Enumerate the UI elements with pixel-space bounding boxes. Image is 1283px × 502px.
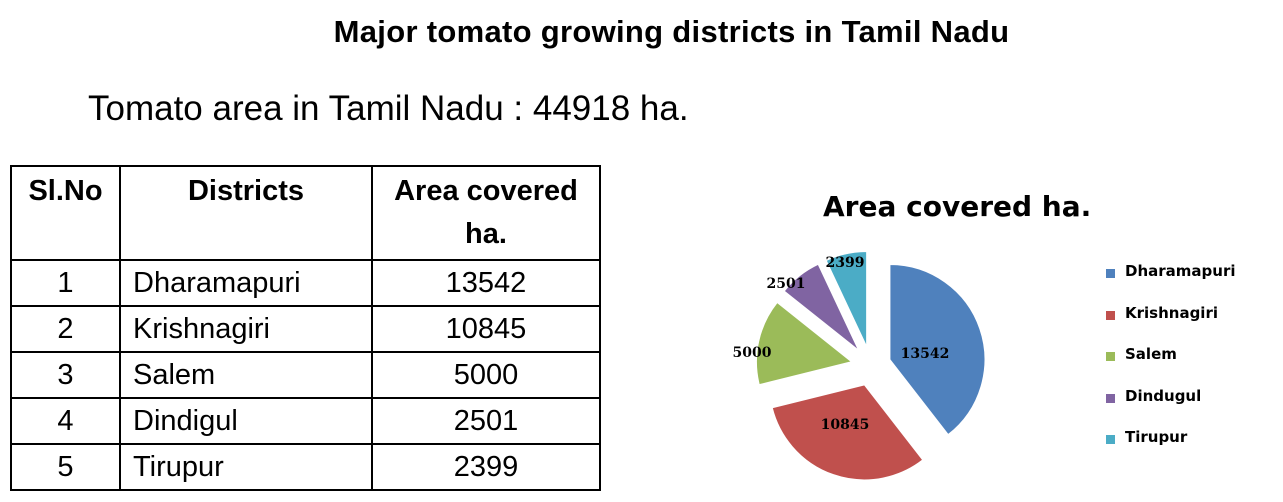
pie-slice-tirupur	[825, 250, 868, 347]
districts-table: Sl.No Districts Area covered ha. 1 Dharam…	[10, 165, 601, 491]
data-label: 5000	[733, 345, 772, 361]
header-sl-no: Sl.No	[10, 165, 121, 261]
table-row: 4 Dindigul 2501	[10, 397, 601, 445]
table-header-row: Sl.No Districts Area covered ha.	[10, 165, 601, 261]
row-area: 13542	[371, 259, 601, 307]
row-number: 4	[10, 397, 121, 445]
pie-slice-dindugul	[783, 263, 860, 351]
table-row: 3 Salem 5000	[10, 351, 601, 399]
legend-swatch	[1106, 310, 1115, 320]
data-label: 13542	[901, 346, 950, 362]
row-area: 2399	[371, 443, 601, 491]
row-district: Dindigul	[119, 397, 373, 445]
row-area: 5000	[371, 351, 601, 399]
row-number: 5	[10, 443, 121, 491]
row-number: 2	[10, 305, 121, 353]
row-area: 10845	[371, 305, 601, 353]
page-title: Major tomato growing districts in Tamil …	[333, 14, 1010, 49]
legend-label: Dindugul	[1125, 386, 1202, 405]
row-district: Krishnagiri	[119, 305, 373, 353]
row-district: Salem	[119, 351, 373, 399]
legend-swatch	[1106, 352, 1115, 361]
total-area-text: Tomato area in Tamil Nadu : 44918 ha.	[88, 89, 689, 128]
legend-label: Tirupur	[1125, 428, 1188, 446]
row-number: 3	[10, 351, 121, 399]
legend-swatch	[1106, 393, 1115, 403]
legend-label: Salem	[1125, 345, 1177, 363]
pie-slice-krishnagiri	[771, 384, 924, 481]
legend-label: Dharamapuri	[1125, 262, 1236, 280]
data-label: 2501	[767, 276, 806, 292]
data-label: 10845	[821, 417, 870, 433]
header-area: Area covered ha.	[371, 165, 601, 261]
table-row: 5 Tirupur 2399	[10, 443, 601, 491]
legend-swatch	[1106, 435, 1115, 444]
pie-slice-salem	[755, 301, 853, 386]
row-district: Tirupur	[119, 443, 373, 491]
header-districts: Districts	[119, 165, 373, 261]
table-row: 1 Dharamapuri 13542	[10, 259, 601, 307]
pie-slice-dharamapuri	[889, 264, 986, 436]
row-number: 1	[10, 259, 121, 307]
data-label: 2399	[826, 255, 865, 271]
table-row: 2 Krishnagiri 10845	[10, 305, 601, 353]
legend-label: Krishnagiri	[1125, 303, 1218, 322]
legend-swatch	[1106, 269, 1115, 278]
row-district: Dharamapuri	[119, 259, 373, 307]
chart-title: Area covered ha.	[823, 190, 1092, 223]
row-area: 2501	[371, 397, 601, 445]
